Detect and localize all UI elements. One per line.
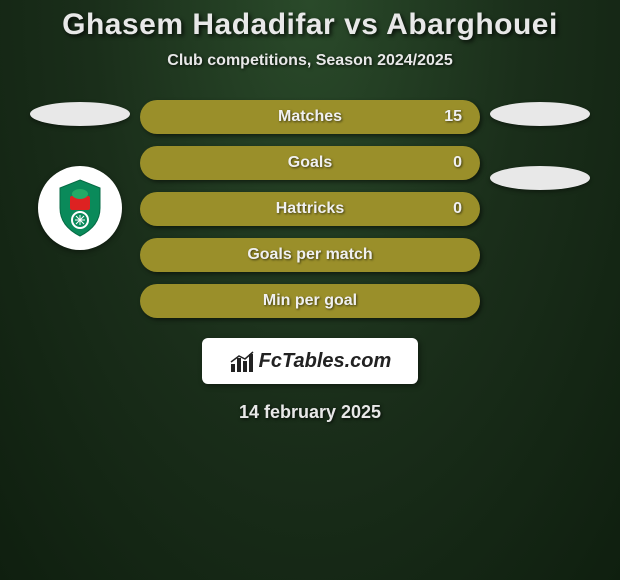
site-logo[interactable]: FcTables.com bbox=[202, 338, 418, 384]
stat-bar-hattricks: Hattricks 0 bbox=[140, 192, 480, 226]
stat-bar-min-per-goal: Min per goal bbox=[140, 284, 480, 318]
stat-bar-matches: Matches 15 bbox=[140, 100, 480, 134]
stat-label: Goals bbox=[288, 154, 332, 172]
player-name-placeholder-left bbox=[30, 102, 130, 126]
stat-label: Matches bbox=[278, 108, 342, 126]
club-badge-left bbox=[38, 166, 122, 250]
stat-value-right: 0 bbox=[453, 154, 462, 172]
club-crest-icon bbox=[48, 176, 112, 240]
stat-label: Min per goal bbox=[263, 292, 357, 310]
player-name-placeholder-right-2 bbox=[490, 166, 590, 190]
stats-column: Matches 15 Goals 0 Hattricks 0 Goals per… bbox=[140, 100, 480, 318]
stat-bar-goals-per-match: Goals per match bbox=[140, 238, 480, 272]
page-title: Ghasem Hadadifar vs Abarghouei bbox=[62, 8, 558, 42]
stat-value-right: 0 bbox=[453, 200, 462, 218]
stat-label: Hattricks bbox=[276, 200, 344, 218]
stat-value-right: 15 bbox=[444, 108, 462, 126]
right-player-column bbox=[490, 100, 590, 190]
date-text: 14 february 2025 bbox=[239, 402, 381, 423]
player-name-placeholder-right-1 bbox=[490, 102, 590, 126]
left-player-column bbox=[30, 100, 130, 250]
stat-bar-goals: Goals 0 bbox=[140, 146, 480, 180]
stats-row: Matches 15 Goals 0 Hattricks 0 Goals per… bbox=[0, 100, 620, 318]
site-logo-text: FcTables.com bbox=[259, 350, 392, 373]
bar-chart-icon bbox=[229, 348, 255, 374]
subtitle: Club competitions, Season 2024/2025 bbox=[167, 52, 452, 70]
stat-label: Goals per match bbox=[247, 246, 372, 264]
